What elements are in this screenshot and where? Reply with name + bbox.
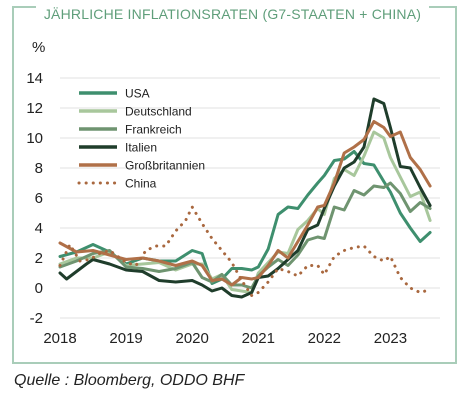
x-tick-label: 2019	[109, 330, 142, 347]
y-axis-unit-label: %	[32, 39, 45, 56]
grid-lines	[60, 77, 440, 319]
x-axis-ticks: 2018 2019 2020 2021 2022 2023	[43, 330, 407, 347]
legend-label: Großbritannien	[125, 159, 205, 173]
y-tick-label: 4	[35, 220, 43, 237]
y-tick-label: 14	[26, 70, 43, 87]
series-line-frankreich	[58, 181, 432, 290]
y-axis-ticks: -2 0 2 4 6 8 10 12 14	[26, 70, 43, 327]
legend-label: Italien	[125, 141, 157, 155]
chart-legend: USA Deutschland Frankreich Italien Großbrita…	[77, 87, 205, 191]
series-line-usa	[58, 150, 432, 285]
legend-label: Frankreich	[125, 123, 182, 137]
y-tick-label: 2	[35, 250, 43, 267]
series-line-china	[58, 205, 432, 297]
series-line-italien	[58, 97, 432, 299]
y-tick-label: 12	[26, 100, 43, 117]
legend-label: China	[125, 177, 157, 191]
x-tick-label: 2022	[308, 330, 341, 347]
chart-frame	[12, 6, 457, 364]
series-lines	[58, 97, 432, 299]
x-tick-label: 2021	[242, 330, 275, 347]
chart-title: JÄHRLICHE INFLATIONSRATEN (G7-STAATEN + …	[0, 6, 465, 22]
y-tick-label: 6	[35, 190, 43, 207]
x-tick-label: 2018	[43, 330, 76, 347]
y-tick-label: 10	[26, 130, 43, 147]
legend-label: USA	[125, 87, 150, 101]
source-note: Quelle : Bloomberg, ODDO BHF	[14, 372, 245, 389]
y-tick-label: 0	[35, 280, 43, 297]
y-tick-label: -2	[30, 310, 43, 327]
x-tick-label: 2023	[374, 330, 407, 347]
y-tick-label: 8	[35, 160, 43, 177]
chart-title-text: JÄHRLICHE INFLATIONSRATEN (G7-STAATEN + …	[35, 6, 430, 22]
x-tick-label: 2020	[175, 330, 208, 347]
legend-label: Deutschland	[125, 105, 192, 119]
series-line-großbritannien	[58, 120, 432, 287]
